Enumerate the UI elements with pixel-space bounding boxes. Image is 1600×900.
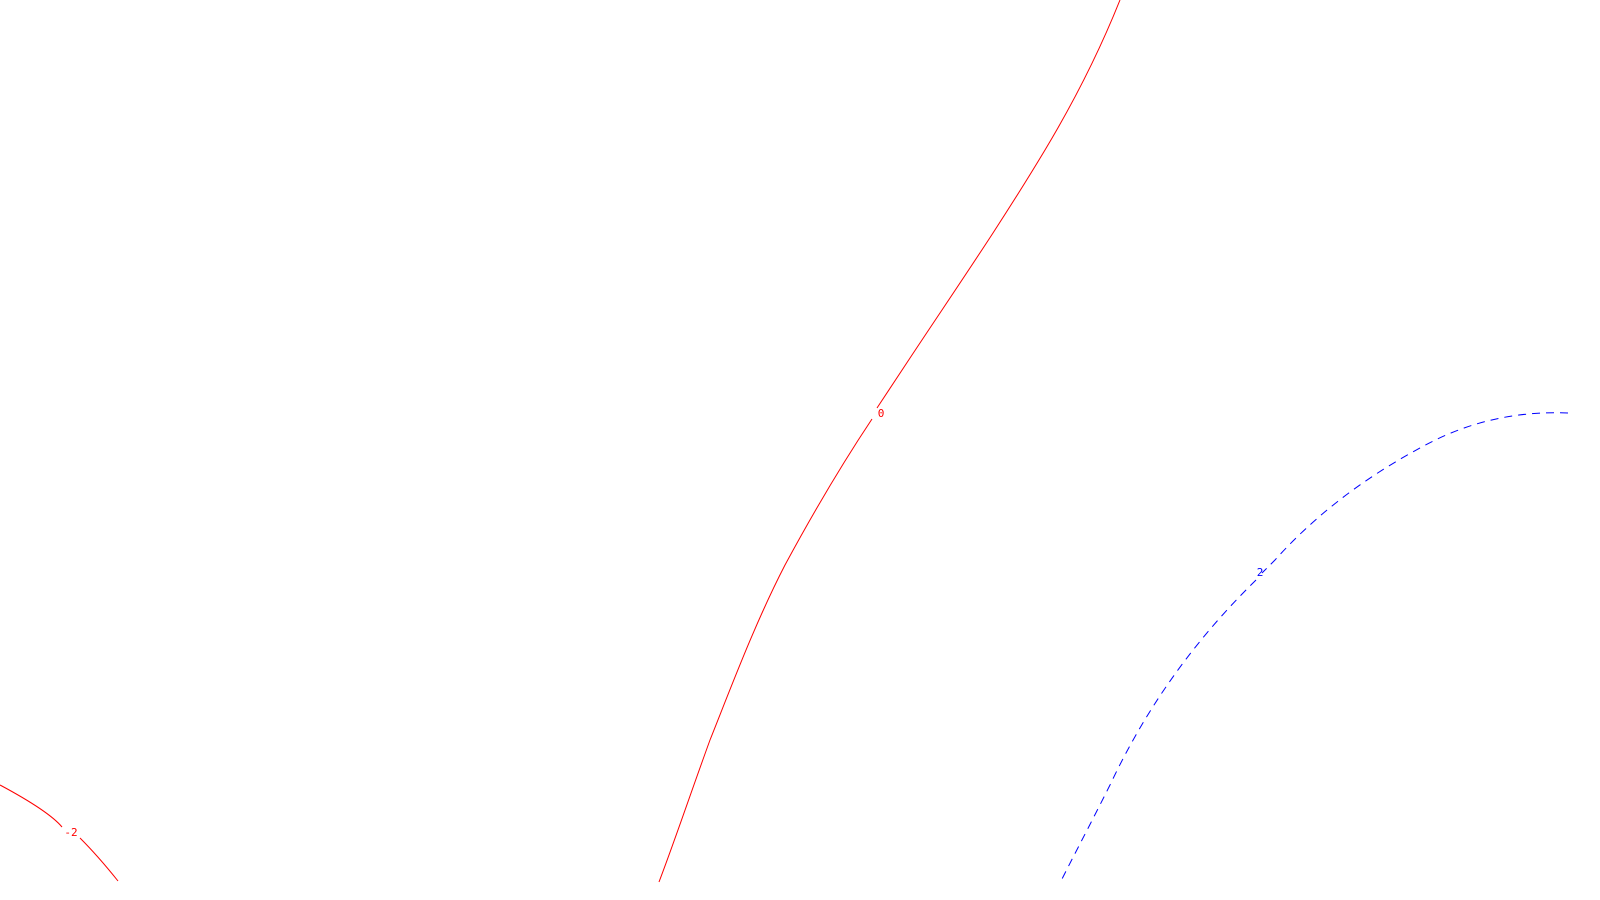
contour-line-level-neg2	[0, 784, 119, 882]
contour-label-level-neg2: -2	[64, 826, 77, 839]
contour-label-level-0: 0	[878, 407, 885, 420]
contour-line-level-0	[658, 0, 1121, 883]
contour-line-level-2	[1060, 412, 1569, 882]
contour-label-level-2: 2	[1257, 566, 1264, 579]
